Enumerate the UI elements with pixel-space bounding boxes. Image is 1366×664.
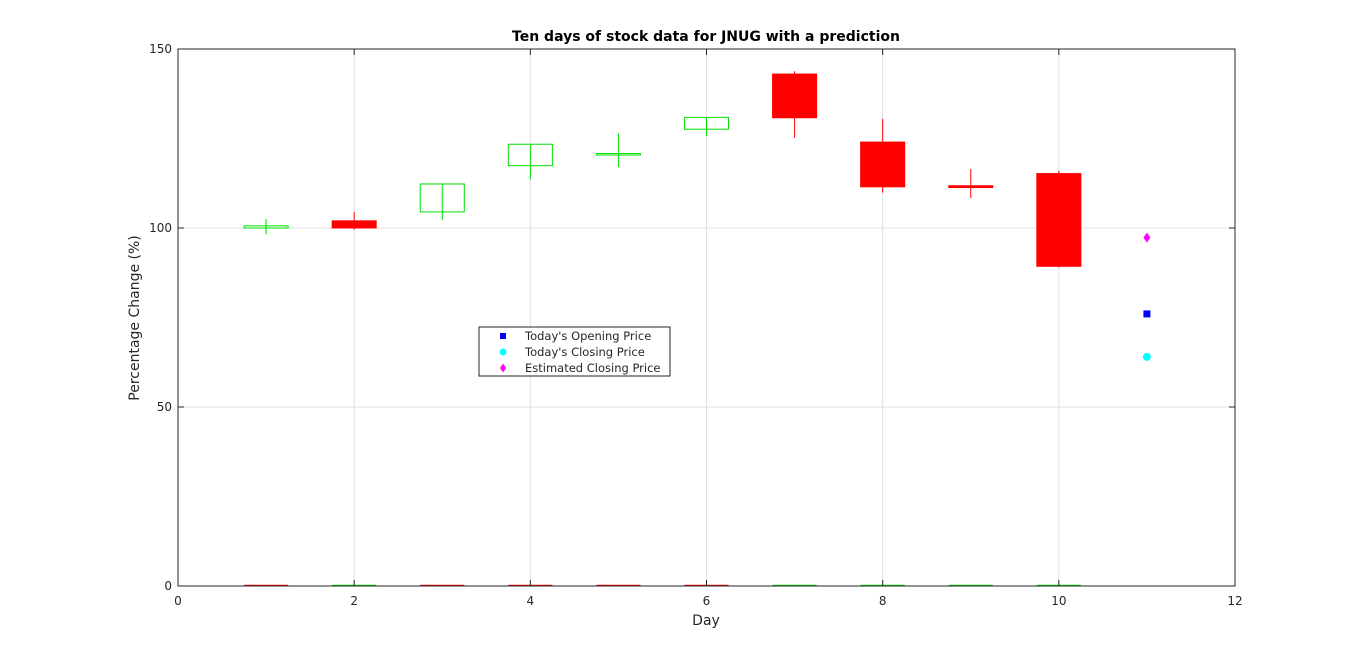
candle-day-6 bbox=[683, 116, 730, 136]
candle-day-8 bbox=[860, 118, 906, 193]
legend-marker-diamond bbox=[500, 363, 506, 373]
legend-entry-label: Today's Closing Price bbox=[524, 345, 645, 359]
candle-body bbox=[507, 143, 553, 167]
candle-body bbox=[948, 185, 994, 189]
y-axis-label: Percentage Change (%) bbox=[127, 235, 143, 400]
legend-box bbox=[478, 326, 671, 377]
x-tick-label: 10 bbox=[1051, 594, 1066, 608]
candle-day-3 bbox=[419, 183, 465, 221]
candle-day-9 bbox=[948, 168, 994, 198]
x-tick-label: 0 bbox=[174, 594, 182, 608]
candle-day-5 bbox=[595, 133, 641, 168]
x-tick-label: 8 bbox=[879, 594, 887, 608]
candles bbox=[243, 71, 1082, 268]
y-tick-label: 0 bbox=[164, 579, 172, 593]
x-tick-label: 12 bbox=[1227, 594, 1242, 608]
legend-entry-label: Estimated Closing Price bbox=[525, 361, 661, 375]
candle-day-10 bbox=[1036, 170, 1082, 268]
candle-body bbox=[243, 225, 289, 229]
marker-circle bbox=[1142, 352, 1151, 361]
y-tick-label: 150 bbox=[149, 42, 172, 56]
candle-body bbox=[419, 183, 465, 213]
x-axis-label: Day bbox=[692, 613, 720, 629]
candle-day-2 bbox=[331, 211, 377, 230]
candle-day-7 bbox=[772, 71, 818, 138]
candle-day-4 bbox=[507, 143, 553, 180]
prediction-markers bbox=[1142, 232, 1151, 361]
candle-body bbox=[860, 141, 906, 188]
legend-entry-label: Today's Opening Price bbox=[524, 329, 651, 343]
candle-body bbox=[331, 220, 377, 229]
candle-body bbox=[595, 153, 641, 156]
marker-square bbox=[1143, 310, 1151, 318]
x-tick-label: 4 bbox=[527, 594, 535, 608]
candle-body bbox=[1036, 173, 1082, 267]
legend-marker-circle bbox=[499, 348, 507, 356]
x-tick-label: 2 bbox=[350, 594, 358, 608]
y-tick-label: 100 bbox=[149, 221, 172, 235]
legend: Today's Opening Price Today's Closing Pri… bbox=[478, 326, 671, 377]
chart-title: Ten days of stock data for JNUG with a p… bbox=[512, 29, 900, 45]
x-tick-label: 6 bbox=[703, 594, 711, 608]
candle-body bbox=[683, 116, 730, 130]
marker-diamond bbox=[1143, 232, 1151, 243]
y-tick-label: 50 bbox=[157, 400, 172, 414]
axis-ticks: 0 2 4 6 8 10 12 0 50 100 150 bbox=[149, 42, 1243, 608]
candle-body bbox=[772, 73, 818, 119]
legend-marker-square bbox=[500, 333, 506, 339]
candle-day-1 bbox=[243, 219, 289, 235]
